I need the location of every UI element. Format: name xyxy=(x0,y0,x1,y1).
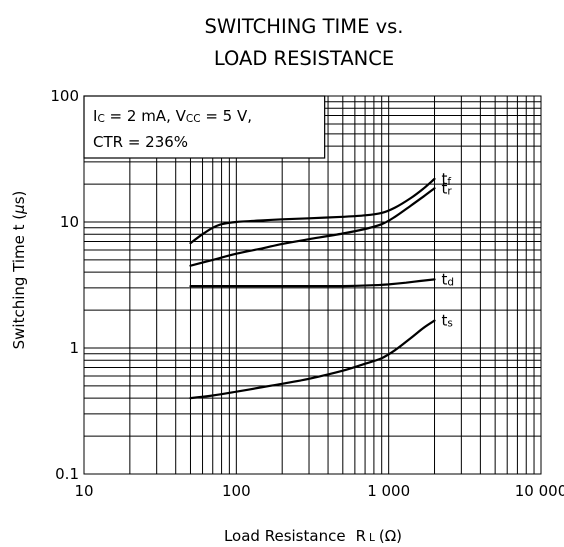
x-axis-label-unit: (Ω) xyxy=(379,527,402,545)
x-axis-label-text: Load Resistance xyxy=(224,527,346,545)
annotation-line2: CTR = 236% xyxy=(93,133,188,151)
ic-subscript: C xyxy=(97,113,104,125)
y-axis-label-unit: s) xyxy=(10,191,28,205)
annotation-line1: IC = 2 mA, VCC = 5 V, xyxy=(93,107,252,125)
chart-title-line1: SWITCHING TIME vs. xyxy=(204,15,403,38)
series-curves xyxy=(189,177,436,400)
series-line-tr xyxy=(189,187,436,267)
x-axis-label-symbol: R xyxy=(356,527,366,545)
x-tick-label: 10 xyxy=(74,482,93,500)
series-label-tr: tr xyxy=(442,179,453,197)
y-tick-label: 100 xyxy=(50,87,79,105)
x-tick-label: 10 000 xyxy=(515,482,564,500)
x-tick-label: 1 000 xyxy=(367,482,410,500)
x-axis-label-subscript: L xyxy=(369,532,375,544)
y-tick-label: 1 xyxy=(69,339,79,357)
series-line-tf xyxy=(189,177,436,245)
vcc-value: = 5 V, xyxy=(201,107,252,125)
ic-symbol: I xyxy=(93,107,97,125)
chart-title-line2: LOAD RESISTANCE xyxy=(214,47,394,70)
x-tick-labels: 10 100 1 000 10 000 xyxy=(74,482,564,500)
y-axis-label: Switching Time t (μs) xyxy=(10,191,28,350)
y-tick-label: 10 xyxy=(60,213,79,231)
vcc-subscript: CC xyxy=(186,113,201,125)
series-label-tf: tf xyxy=(442,170,452,188)
series-line-td xyxy=(189,278,436,288)
ic-value: = 2 mA, V xyxy=(105,107,187,125)
y-axis-label-text: Switching Time t ( xyxy=(10,214,28,350)
series-label-td: td xyxy=(442,270,455,288)
y-tick-label: 0.1 xyxy=(55,465,79,483)
x-tick-label: 100 xyxy=(222,482,251,500)
conditions-annotation: IC = 2 mA, VCC = 5 V, CTR = 236% xyxy=(83,95,326,159)
x-axis-label: Load Resistance R L (Ω) xyxy=(224,527,402,545)
series-label-ts: ts xyxy=(442,312,453,330)
y-tick-labels: 100 10 1 0.1 xyxy=(50,87,79,483)
series-line-ts xyxy=(189,319,436,400)
y-axis-label-mu: μ xyxy=(10,204,28,215)
